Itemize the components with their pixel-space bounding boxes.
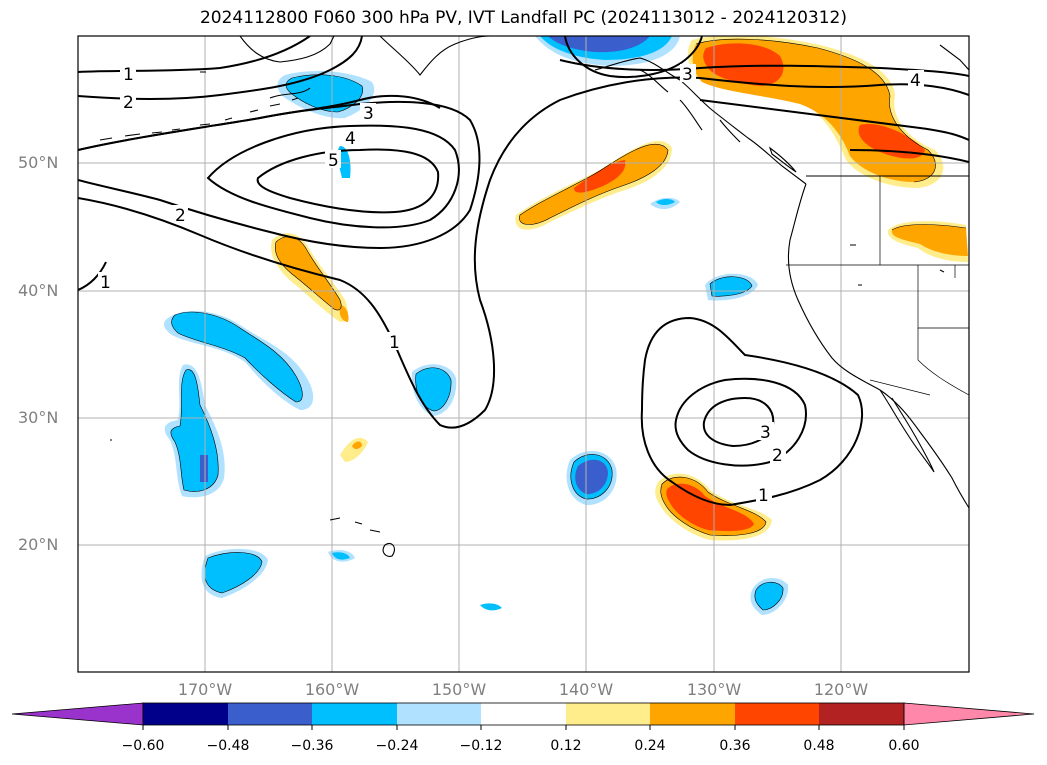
contour-label: 4 — [910, 71, 921, 91]
pos-anomaly-patch — [891, 224, 968, 256]
colorbar-tick-label: 0.48 — [803, 738, 835, 754]
colorbar-tick-label: −0.60 — [121, 738, 165, 754]
map-frame — [77, 35, 970, 673]
neg-anomaly-patch — [656, 199, 675, 205]
lon-tick-label: 160°W — [304, 680, 360, 699]
colorbar-bin — [397, 703, 481, 725]
colorbar-tick-label: −0.12 — [459, 738, 503, 754]
map-panel: 1 2 3 4 5 2 1 1 3 2 1 3 4 — [78, 36, 969, 672]
colorbar-bin — [819, 703, 904, 725]
lat-tick-label: 50°N — [18, 153, 59, 172]
pos-anomaly-patch — [703, 43, 784, 86]
lon-tick-label: 130°W — [686, 680, 742, 699]
neg-anomaly-patch — [332, 552, 350, 560]
colorbar-tick-label: −0.36 — [290, 738, 334, 754]
colorbar-tick-label: −0.24 — [375, 738, 419, 754]
contour-label: 3 — [682, 65, 693, 85]
contour-label: 2 — [123, 93, 134, 113]
coastlines — [99, 36, 969, 557]
neg-anomaly-patch — [286, 74, 363, 112]
lat-tick-label: 20°N — [18, 535, 59, 554]
neg-anomaly-patch — [415, 367, 452, 411]
lon-tick-label: 140°W — [558, 680, 614, 699]
pos-anomaly-patch — [666, 483, 754, 532]
pos-anomaly-patch — [574, 160, 626, 193]
neg-anomaly-patch — [548, 36, 650, 53]
colorbar-extend-low — [11, 702, 144, 726]
graticule — [78, 36, 969, 672]
neg-anomaly-patch — [171, 312, 303, 402]
pos-anomaly-patch — [339, 305, 349, 322]
pv-contours — [78, 36, 969, 507]
pos-anomaly-patch — [352, 441, 362, 449]
neg-anomaly-patch — [575, 459, 608, 495]
neg-anomaly-patch — [754, 582, 784, 610]
lat-tick-label: 30°N — [18, 408, 59, 427]
neg-anomaly-patch — [480, 603, 502, 611]
colorbar-tick-label: −0.48 — [206, 738, 250, 754]
colorbar-bin — [312, 703, 397, 725]
neg-anomaly-patch — [200, 455, 208, 482]
contour-label: 5 — [328, 151, 339, 171]
contour-label: 1 — [389, 333, 400, 353]
contour-labels: 1 2 3 4 5 2 1 1 3 2 1 3 4 — [98, 64, 924, 506]
colorbar-bin — [228, 703, 312, 725]
colorbar-bin — [481, 703, 566, 725]
lon-tick-label: 120°W — [813, 680, 869, 699]
colorbar-tick-label: 0.36 — [719, 738, 751, 754]
contour-label: 1 — [758, 486, 769, 506]
contour-label: 3 — [363, 104, 374, 124]
colorbar-bin — [143, 703, 228, 725]
lon-tick-label: 170°W — [177, 680, 233, 699]
pos-anomaly-patch — [858, 124, 925, 159]
pos-anomaly-patch — [275, 236, 342, 310]
contour-label: 3 — [760, 423, 771, 443]
lat-tick-label: 40°N — [18, 281, 59, 300]
colorbar-tick-label: 0.12 — [550, 738, 582, 754]
colorbar — [11, 702, 1035, 730]
contour-label: 2 — [175, 206, 186, 226]
map-title: 2024112800 F060 300 hPa PV, IVT Landfall… — [199, 8, 847, 28]
colorbar-tick-label: 0.60 — [888, 738, 920, 754]
lon-tick-label: 150°W — [431, 680, 487, 699]
colorbar-bin — [650, 703, 735, 725]
contour-label: 1 — [123, 65, 134, 85]
colorbar-extend-high — [903, 702, 1035, 726]
contour-label: 4 — [345, 129, 356, 149]
colorbar-tick-label: 0.24 — [634, 738, 666, 754]
contour-label: 2 — [772, 446, 783, 466]
neg-anomaly-patch — [204, 552, 262, 593]
contour-label: 1 — [100, 273, 111, 293]
colorbar-bin — [735, 703, 819, 725]
colorbar-bin — [566, 703, 650, 725]
